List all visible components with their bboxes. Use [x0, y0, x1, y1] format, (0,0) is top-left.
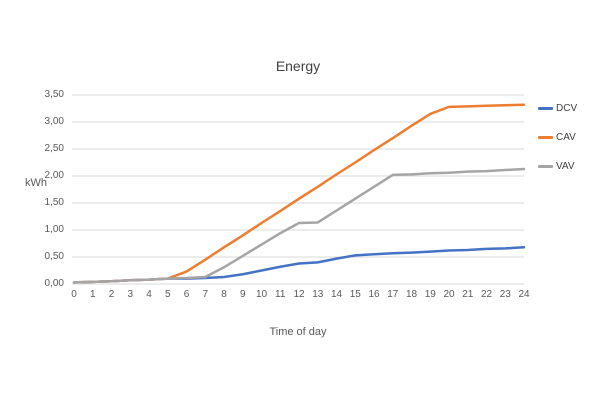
- x-tick-label: 5: [164, 289, 171, 300]
- y-axis-title: kWh: [25, 177, 47, 189]
- y-tick-label: 1,50: [44, 197, 64, 208]
- x-tick-label: 8: [221, 289, 227, 300]
- y-tick-label: 1,00: [44, 224, 64, 235]
- legend-item-dcv: DCV: [538, 96, 577, 120]
- x-tick-label: 17: [387, 289, 399, 300]
- x-tick-label: 24: [518, 289, 530, 300]
- legend-label-vav: VAV: [556, 160, 575, 172]
- legend-swatch-vav: [538, 164, 553, 168]
- x-tick-label: 14: [330, 289, 343, 300]
- x-tick-label: 13: [312, 289, 324, 300]
- x-tick-label: 18: [405, 289, 418, 300]
- legend-label-dcv: DCV: [556, 102, 578, 114]
- x-tick-label: 2: [108, 289, 115, 300]
- x-tick-label: 3: [127, 289, 134, 300]
- legend-item-vav: VAV: [538, 154, 577, 178]
- legend-swatch-dcv: [538, 106, 553, 110]
- series-line-cav: [72, 103, 526, 284]
- x-tick-label: 15: [349, 289, 361, 300]
- legend-label-cav: CAV: [556, 131, 576, 143]
- series-line-dcv: [72, 246, 526, 284]
- legend-item-cav: CAV: [538, 125, 577, 149]
- x-axis-title: Time of day: [269, 326, 327, 338]
- y-tick-label: 3,00: [44, 116, 64, 127]
- legend: DCV CAV VAV: [538, 96, 577, 183]
- x-tick-label: 0: [71, 289, 77, 300]
- x-tick-label: 4: [146, 289, 152, 300]
- x-tick-label: 16: [368, 289, 380, 300]
- x-tick-label: 7: [202, 289, 209, 300]
- chart-title: Energy: [275, 58, 321, 74]
- y-tick-label: 3,50: [44, 89, 64, 100]
- y-tick-label: 0,00: [44, 278, 64, 289]
- x-tick-label: 20: [443, 289, 455, 300]
- x-tick-label: 23: [499, 289, 511, 300]
- series-line-vav: [72, 167, 526, 284]
- y-tick-label: 2,50: [44, 143, 64, 154]
- x-tick-label: 1: [89, 289, 96, 300]
- x-tick-label: 9: [239, 289, 246, 300]
- x-tick-label: 21: [462, 289, 474, 300]
- x-tick-label: 10: [255, 289, 268, 300]
- x-tick-label: 6: [183, 289, 190, 300]
- y-tick-label: 0,50: [44, 251, 64, 262]
- legend-swatch-cav: [538, 135, 553, 139]
- x-tick-label: 12: [293, 289, 305, 300]
- y-tick-label: 2,00: [44, 170, 64, 181]
- x-tick-label: 11: [275, 289, 286, 300]
- x-tick-label: 19: [424, 289, 436, 300]
- x-tick-label: 22: [480, 289, 493, 300]
